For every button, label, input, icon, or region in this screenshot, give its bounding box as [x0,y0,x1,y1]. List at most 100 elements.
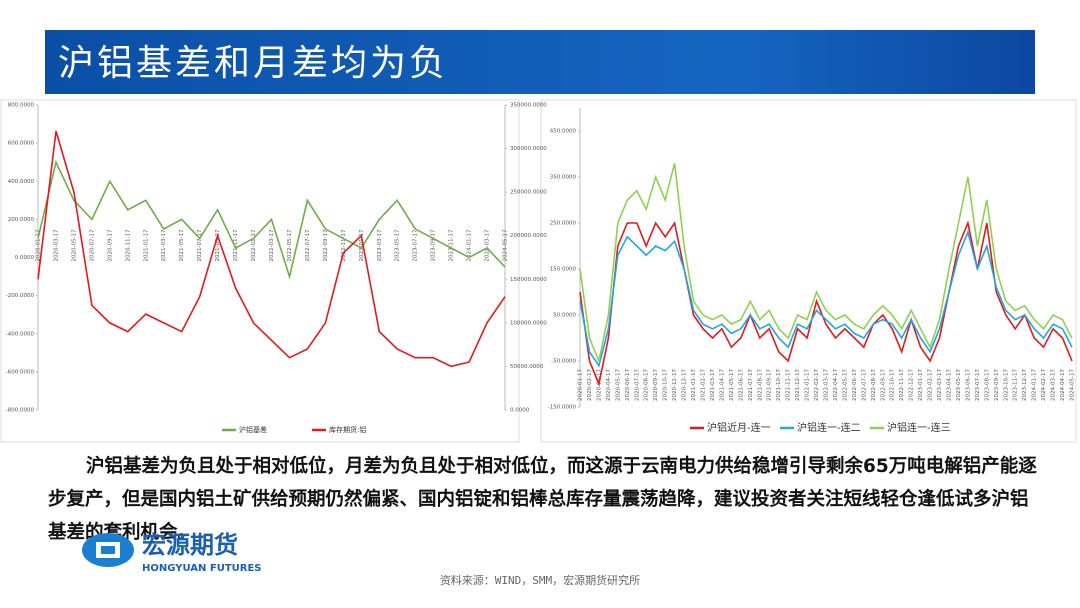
y-tick-label: 350.0000 [550,175,577,181]
x-tick-label: 2021-03-17 [161,229,167,261]
x-tick-label: 2020-02-17 [587,369,593,401]
x-tick-label: 2020-07-17 [89,229,95,261]
x-tick-label: 2024-02-17 [1041,369,1047,401]
charts: -800.0000 -600.0000 -400.0000 -200.0000 0.00… [0,99,1077,443]
x-tick-label: 2023-09-17 [994,369,1000,401]
y-tick-label: -200.0000 [6,293,35,299]
x-tick-label: 2020-10-17 [663,369,669,401]
y2-tick-label: 200000.0000 [510,233,547,239]
series-line [579,229,1073,368]
x-tick-label: 2023-08-17 [984,369,990,401]
y2-tick-label: 350000.0000 [510,103,547,109]
y-tick-label: -600.0000 [6,369,35,375]
x-tick-label: 2020-09-17 [107,229,113,261]
y2-tick-label: 300000.0000 [510,146,547,152]
y-tick-label: 800.0000 [8,103,35,109]
x-tick-label: 2022-11-17 [899,369,905,401]
logo-name: 宏源期货 [142,531,238,559]
y-tick-label: 50.0000 [553,313,576,319]
series-line [579,220,1073,387]
logo-english: HONGYUAN FUTURES [142,563,262,574]
x-tick-label: 2022-07-17 [861,369,867,401]
x-tick-label: 2023-04-17 [947,369,953,401]
x-tick-label: 2022-08-17 [871,369,877,401]
x-tick-label: 2020-04-17 [606,369,612,401]
x-tick-label: 2024-05-17 [503,229,509,261]
x-tick-label: 2022-10-17 [890,369,896,401]
chart-frame [540,99,1077,443]
x-tick-label: 2021-09-17 [215,229,221,261]
y-tick-label: 600.0000 [8,141,35,147]
x-tick-label: 2021-01-17 [143,229,149,261]
y-tick-label: -400.0000 [6,331,35,337]
x-tick-label: 2023-05-17 [956,369,962,401]
x-tick-label: 2022-03-17 [269,229,275,261]
x-tick-label: 2021-07-17 [748,369,754,401]
x-tick-label: 2023-02-17 [928,369,934,401]
x-tick-label: 2021-08-17 [757,369,763,401]
y-tick-label: 450.0000 [550,129,577,135]
x-tick-label: 2021-01-17 [691,369,697,401]
x-tick-label: 2023-07-17 [413,229,419,261]
x-tick-label: 2020-01-17 [36,229,42,261]
x-tick-label: 2020-05-17 [71,229,77,261]
x-tick-label: 2021-05-17 [729,369,735,401]
legend-label: 沪铝连一-连二 [797,421,861,434]
x-tick-label: 2020-07-17 [634,369,640,401]
legend-label: 沪铝近月-连一 [707,421,771,434]
y2-tick-label: 50000.0000 [510,364,544,370]
x-tick-label: 2021-10-17 [776,369,782,401]
x-tick-label: 2022-09-17 [323,229,329,261]
x-tick-label: 2023-01-17 [359,229,365,261]
x-tick-label: 2023-09-17 [431,229,437,261]
x-tick-label: 2022-05-17 [842,369,848,401]
y2-tick-label: 0.0000 [510,408,530,414]
series-line [579,163,1073,364]
x-tick-label: 2022-05-17 [287,229,293,261]
x-tick-label: 2021-02-17 [701,369,707,401]
y-tick-label: 200.0000 [8,217,35,223]
series-line [37,159,506,280]
x-tick-label: 2022-04-17 [833,369,839,401]
x-tick-label: 2022-01-17 [805,369,811,401]
paragraph: 沪铝基差为负且处于相对低位，月差为负且处于相对低位，而这源于云南电力供给稳增引导… [48,456,1037,543]
x-tick-label: 2020-05-17 [615,369,621,401]
x-tick-label: 2024-05-17 [1070,369,1076,401]
logo: 宏源期货 HONGYUAN FUTURES [80,530,310,579]
y-tick-label: 400.0000 [8,179,35,185]
x-tick-label: 2021-05-17 [179,229,185,261]
x-tick-label: 2023-10-17 [1003,369,1009,401]
title-banner [45,30,1035,94]
x-tick-label: 2021-03-17 [710,369,716,401]
x-tick-label: 2023-11-17 [1013,369,1019,401]
x-tick-label: 2022-12-17 [909,369,915,401]
x-tick-label: 2020-08-17 [644,369,650,401]
chart-frame [0,99,520,443]
y2-tick-label: 100000.0000 [510,320,547,326]
x-tick-label: 2021-04-17 [719,369,725,401]
y-tick-label: 250.0000 [550,221,577,227]
x-tick-label: 2020-06-17 [625,369,631,401]
legend-label: 沪铝基差 [239,425,267,434]
x-tick-label: 2022-06-17 [852,369,858,401]
x-tick-label: 2022-11-17 [341,229,347,261]
x-tick-label: 2023-03-17 [937,369,943,401]
x-tick-label: 2021-12-17 [795,369,801,401]
x-tick-label: 2022-02-17 [814,369,820,401]
x-tick-label: 2022-07-17 [305,229,311,261]
legend-label: 沪铝连一-连三 [887,421,951,434]
legend-label: 库存期货:铝 [329,425,366,434]
x-tick-label: 2024-01-17 [467,229,473,261]
x-tick-label: 2021-07-17 [197,229,203,261]
y2-tick-label: 150000.0000 [510,277,547,283]
x-tick-label: 2024-01-17 [1032,369,1038,401]
y-tick-label: 0.0000 [15,255,35,261]
x-tick-label: 2023-11-17 [449,229,455,261]
x-tick-label: 2021-11-17 [233,229,239,261]
logo-mark: 宏源期货 HONGYUAN FUTURES [82,531,262,574]
series-line [37,130,506,368]
x-tick-label: 2023-07-17 [975,369,981,401]
x-tick-label: 2020-11-17 [125,229,131,261]
x-tick-label: 2020-09-17 [653,369,659,401]
